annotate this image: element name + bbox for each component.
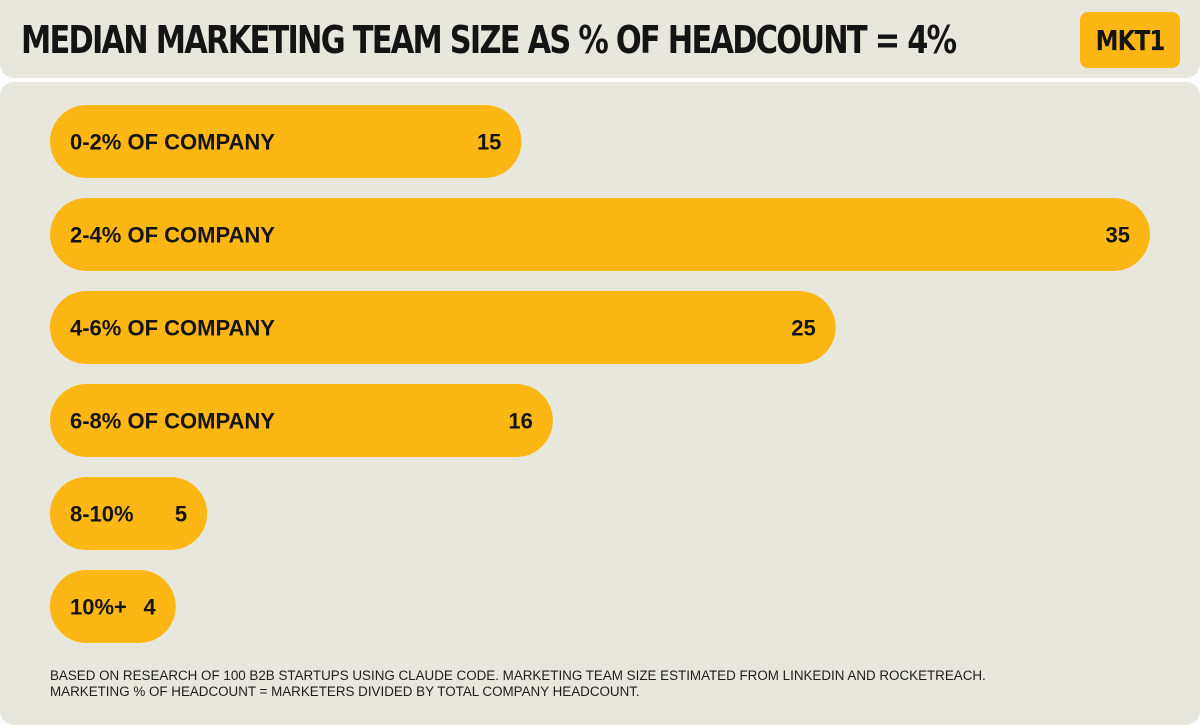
value-label: 35 [1106,223,1130,248]
value-label: 4 [143,595,156,620]
category-label: 6-8% OF COMPANY [70,409,275,434]
bar-group: 6-8% OF COMPANY 16 [50,384,553,457]
logo-text: MKT1 [1095,23,1165,57]
chart-title: MEDIAN MARKETING TEAM SIZE AS % OF HEADC… [21,18,957,62]
bar-group: 4-6% OF COMPANY 25 [50,291,836,364]
value-label: 25 [791,316,815,341]
footnote-line-2: MARKETING % OF HEADCOUNT = MARKETERS DIV… [50,684,640,699]
bar [50,105,522,178]
bar-group: 8-10% 5 [50,477,208,550]
bar [50,477,208,550]
bar [50,384,553,457]
header-card: MEDIAN MARKETING TEAM SIZE AS % OF HEADC… [0,0,1200,78]
value-label: 16 [508,409,532,434]
category-label: 4-6% OF COMPANY [70,316,275,341]
bar-group: 0-2% OF COMPANY 15 [50,105,522,178]
category-label: 8-10% [70,502,134,527]
footnote-line-1: BASED ON RESEARCH OF 100 B2B STARTUPS US… [50,668,986,683]
category-label: 0-2% OF COMPANY [70,130,275,155]
mkt1-logo: MKT1 [1080,12,1180,68]
value-label: 15 [477,130,501,155]
category-label: 2-4% OF COMPANY [70,223,275,248]
bar-group: 10%+ 4 [50,570,176,643]
category-label: 10%+ [70,595,127,620]
bar [50,570,176,643]
footnote: BASED ON RESEARCH OF 100 B2B STARTUPS US… [50,668,1170,700]
bar [50,198,1150,271]
value-label: 5 [175,502,187,527]
bar [50,291,836,364]
bar-group: 2-4% OF COMPANY 35 [50,198,1150,271]
